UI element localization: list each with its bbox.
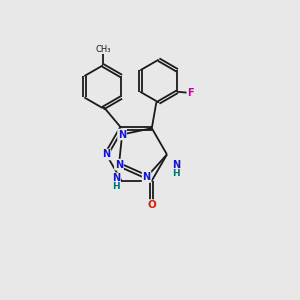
Text: N: N — [172, 160, 180, 170]
Text: O: O — [147, 200, 156, 210]
Text: N: N — [142, 172, 151, 182]
Text: H: H — [172, 169, 180, 178]
Text: N: N — [102, 149, 110, 160]
Text: F: F — [187, 88, 194, 98]
Text: H: H — [112, 182, 120, 190]
Text: CH₃: CH₃ — [95, 44, 111, 53]
Text: N: N — [118, 130, 126, 140]
Text: N: N — [115, 160, 123, 170]
Text: N: N — [112, 173, 120, 183]
